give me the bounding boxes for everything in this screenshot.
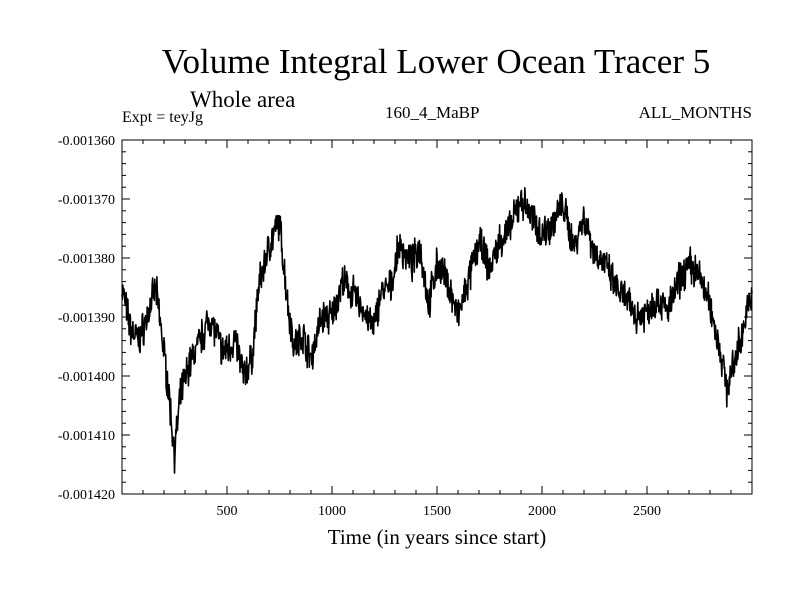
chart-title: Volume Integral Lower Ocean Tracer 5 [161,42,711,81]
x-tick-label: 2500 [633,504,661,519]
y-tick-label: -0.001400 [58,370,115,385]
series-line [121,187,753,474]
x-axis-label: Time (in years since start) [327,525,547,549]
period-label: ALL_MONTHS [638,103,752,122]
x-tick-label: 2000 [528,504,556,519]
x-tick-label: 500 [217,504,238,519]
x-tick-label: 1000 [318,504,346,519]
y-tick-label: -0.001410 [58,429,115,444]
y-tick-label: -0.001380 [58,252,115,267]
experiment-label: Expt = teyJg [122,109,204,126]
run-label: 160_4_MaBP [385,103,480,122]
x-tick-label: 1500 [423,504,451,519]
y-tick-label: -0.001360 [58,134,115,149]
plot-frame [121,139,753,495]
y-tick-label: -0.001420 [58,488,115,503]
axis-ticks [122,140,752,494]
chart-subtitle: Whole area [190,87,296,112]
series-layer [121,187,753,474]
y-tick-label: -0.001370 [58,193,115,208]
tick-labels: 500 1000 1500 2000 2500 -0.001420 -0.001410 -0.… [58,134,661,519]
y-tick-label: -0.001390 [58,311,115,326]
